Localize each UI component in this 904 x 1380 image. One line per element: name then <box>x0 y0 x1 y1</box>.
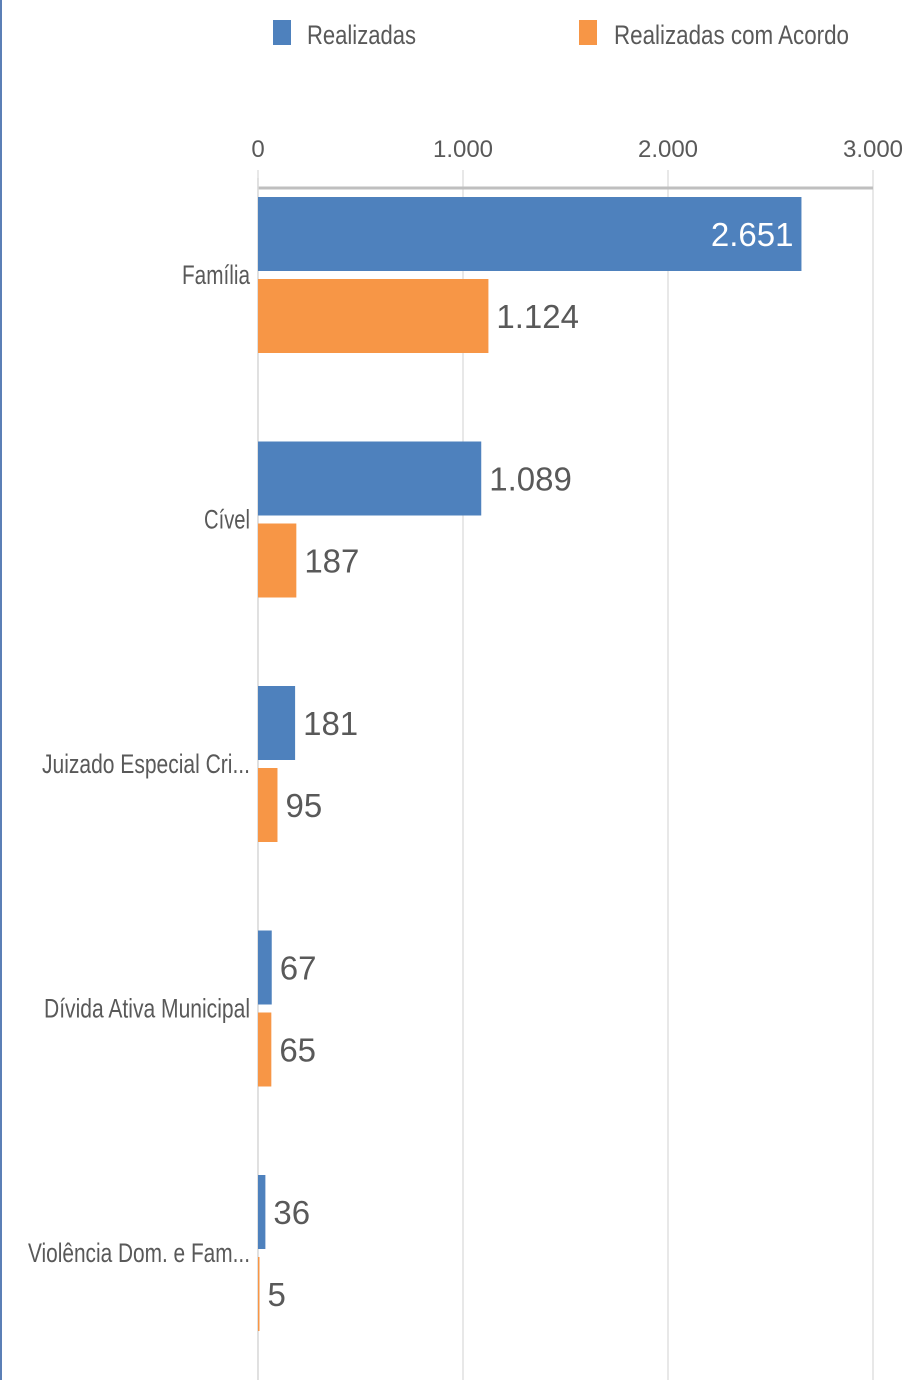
data-label: 1.089 <box>489 461 572 498</box>
data-label: 2.651 <box>711 216 794 253</box>
bar-com-acordo <box>258 279 489 353</box>
bar-com-acordo <box>258 1257 260 1331</box>
bar-com-acordo <box>258 1012 272 1087</box>
bar-realizadas <box>258 197 802 271</box>
data-label: 65 <box>279 1032 316 1069</box>
chart-bars: 2.651 1.124 1.089 187 181 95 67 65 36 5 <box>258 197 802 1331</box>
data-label: 187 <box>304 543 359 580</box>
x-tick-label: 0 <box>251 136 264 163</box>
category-label: Violência Dom. e Fam... <box>28 1238 250 1268</box>
bar-com-acordo <box>258 523 297 598</box>
category-label: Família <box>182 260 251 290</box>
x-tick-label: 3.000 <box>843 136 903 163</box>
category-label: Juizado Especial Cri... <box>42 749 250 779</box>
data-label: 36 <box>273 1194 310 1231</box>
bar-realizadas <box>258 1175 266 1249</box>
x-tick-label: 2.000 <box>638 136 698 163</box>
chart-legend: Realizadas Realizadas com Acordo <box>273 20 849 50</box>
data-label: 5 <box>268 1276 286 1313</box>
data-label: 95 <box>285 787 322 824</box>
window-frame-edge <box>0 0 2 1380</box>
bar-realizadas <box>258 441 482 516</box>
bar-realizadas <box>258 686 296 760</box>
data-label: 67 <box>280 950 317 987</box>
bar-com-acordo <box>258 768 278 842</box>
legend-label-realizadas: Realizadas <box>307 20 416 50</box>
x-axis-ticks: 0 1.000 2.000 3.000 <box>251 136 903 163</box>
data-label: 181 <box>303 705 358 742</box>
legend-swatch-com-acordo <box>579 20 597 45</box>
y-axis-categories: Família Cível Juizado Especial Cri... Dívid… <box>28 260 251 1268</box>
x-tick-label: 1.000 <box>433 136 493 163</box>
legend-label-com-acordo: Realizadas com Acordo <box>614 20 849 50</box>
legend-swatch-realizadas <box>273 20 291 45</box>
category-label: Dívida Ativa Municipal <box>44 994 250 1024</box>
data-label: 1.124 <box>496 298 579 335</box>
category-label: Cível <box>204 505 250 535</box>
bar-realizadas <box>258 930 272 1005</box>
